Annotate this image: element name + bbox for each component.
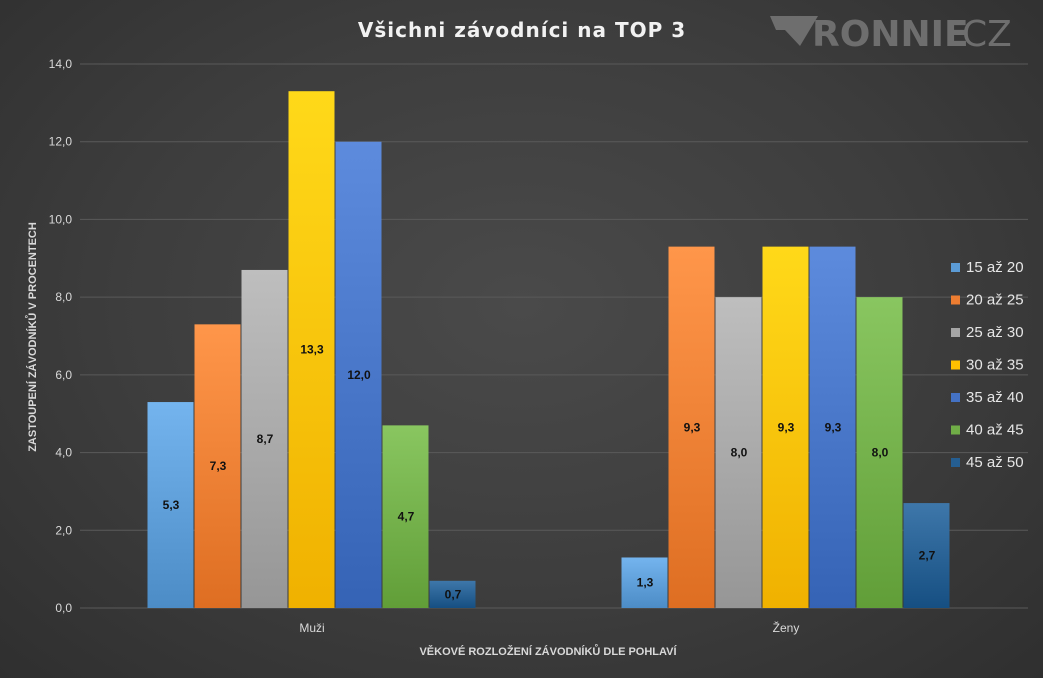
bar-45-až-50 bbox=[903, 503, 950, 608]
y-tick-label: 8,0 bbox=[55, 290, 72, 304]
logo-brand-thin: CZ bbox=[962, 14, 1012, 55]
y-tick-label: 6,0 bbox=[55, 368, 72, 382]
data-label: 1,3 bbox=[637, 576, 654, 590]
data-label: 9,3 bbox=[684, 420, 701, 434]
data-label: 0,7 bbox=[445, 587, 462, 601]
y-axis-title: ZASTOUPENÍ ZÁVODNÍKŮ V PROCENTECH bbox=[25, 222, 39, 452]
bar-25-až-30 bbox=[241, 269, 288, 608]
bar-15-až-20 bbox=[621, 557, 668, 608]
category-label: Ženy bbox=[773, 620, 800, 635]
y-tick-label: 4,0 bbox=[55, 446, 72, 460]
bar-35-až-40 bbox=[809, 246, 856, 608]
bar-30-až-35 bbox=[762, 246, 809, 608]
data-label: 8,7 bbox=[257, 432, 274, 446]
x-axis-categories: Muži Ženy bbox=[299, 620, 799, 635]
y-axis-ticks: 0,0 2,0 4,0 6,0 8,0 10,0 12,0 14,0 bbox=[49, 57, 73, 615]
data-label: 7,3 bbox=[210, 459, 227, 473]
legend: 15 až 20 20 až 25 25 až 30 30 až 35 35 až 40… bbox=[951, 259, 1024, 471]
bar-20-až-25 bbox=[194, 324, 241, 608]
bar-45-až-50 bbox=[429, 580, 476, 608]
y-tick-label: 14,0 bbox=[49, 57, 73, 71]
logo-chevron-icon bbox=[770, 16, 818, 46]
legend-label: 20 až 25 bbox=[966, 292, 1024, 309]
legend-swatch bbox=[951, 328, 960, 337]
legend-swatch bbox=[951, 458, 960, 467]
bar-25-až-30 bbox=[715, 297, 762, 608]
y-tick-label: 12,0 bbox=[49, 135, 73, 149]
legend-label: 25 až 30 bbox=[966, 324, 1024, 341]
data-label: 5,3 bbox=[163, 498, 180, 512]
data-label: 9,3 bbox=[778, 420, 795, 434]
legend-label: 30 až 35 bbox=[966, 357, 1024, 374]
data-label: 13,3 bbox=[300, 343, 324, 357]
bar-20-až-25 bbox=[668, 246, 715, 608]
data-label: 4,7 bbox=[398, 510, 415, 524]
ronniecz-logo: RONNIE CZ bbox=[770, 14, 1012, 55]
data-label: 8,0 bbox=[872, 446, 889, 460]
legend-swatch bbox=[951, 425, 960, 435]
y-tick-label: 0,0 bbox=[55, 601, 72, 615]
legend-swatch bbox=[951, 360, 960, 370]
legend-label: 45 až 50 bbox=[966, 454, 1024, 471]
data-labels: 5,3 7,3 8,7 13,3 12,0 4,7 0,7 1,3 9,3 8,0 9,3 9,3 8,… bbox=[163, 343, 936, 602]
bar-40-až-45 bbox=[856, 297, 903, 608]
x-axis-title: VĚKOVÉ ROZLOŽENÍ ZÁVODNÍKŮ DLE POHLAVÍ bbox=[419, 644, 677, 658]
data-label: 2,7 bbox=[919, 549, 936, 563]
y-tick-label: 2,0 bbox=[55, 523, 72, 537]
bar-15-až-20 bbox=[147, 402, 194, 608]
chart-title: Všichni závodníci na TOP 3 bbox=[358, 18, 686, 42]
data-label: 9,3 bbox=[825, 420, 842, 434]
data-label: 12,0 bbox=[347, 368, 371, 382]
bar-30-až-35 bbox=[288, 91, 335, 608]
bar-35-až-40 bbox=[335, 141, 382, 608]
legend-swatch bbox=[951, 393, 960, 402]
bars bbox=[147, 91, 950, 608]
legend-label: 35 až 40 bbox=[966, 389, 1024, 406]
legend-label: 40 až 45 bbox=[966, 422, 1024, 439]
data-label: 8,0 bbox=[731, 446, 748, 460]
bar-40-až-45 bbox=[382, 425, 429, 608]
y-tick-label: 10,0 bbox=[49, 212, 73, 226]
legend-swatch bbox=[951, 263, 960, 272]
logo-brand-bold: RONNIE bbox=[812, 14, 969, 55]
category-label: Muži bbox=[299, 621, 324, 635]
legend-label: 15 až 20 bbox=[966, 259, 1024, 276]
legend-swatch bbox=[951, 295, 960, 305]
